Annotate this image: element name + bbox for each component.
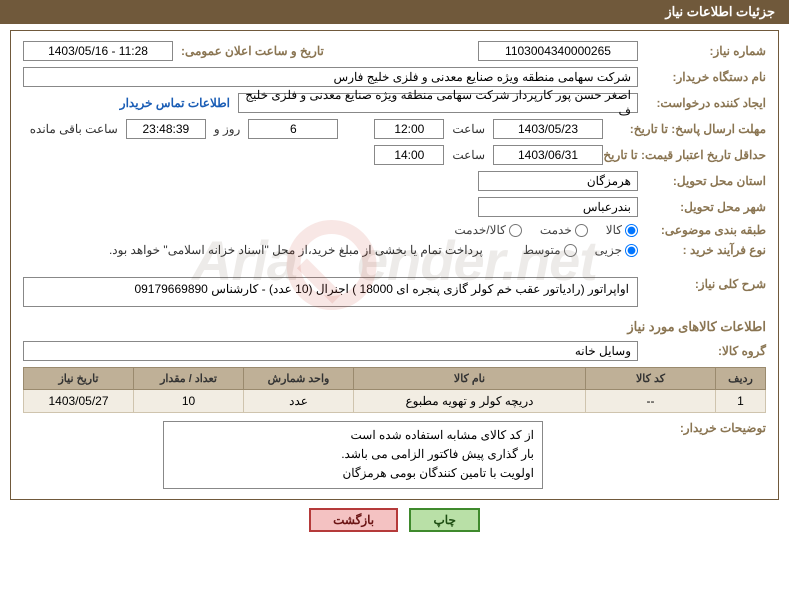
desc-field: اواپراتور (رادیاتور عقب خم کولر گازی پنج… [23, 277, 638, 307]
items-section-title: اطلاعات كالاهای مورد نیاز [23, 319, 766, 335]
row-group: گروه کالا: وسایل خانه [23, 341, 766, 361]
main-panel: Ariaender.net شماره نیاز: 11030043400002… [10, 30, 779, 500]
page-header: جزئیات اطلاعات نیاز [0, 0, 789, 24]
validity-date-field: 1403/06/31 [493, 145, 603, 165]
row-deadline: مهلت ارسال پاسخ: تا تاریخ: 1403/05/23 سا… [23, 119, 766, 139]
radio-service[interactable] [575, 224, 588, 237]
radio-partial[interactable] [625, 244, 638, 257]
province-field: هرمزگان [478, 171, 638, 191]
row-desc: شرح کلی نیاز: اواپراتور (رادیاتور عقب خم… [23, 277, 766, 311]
category-radios: کالا خدمت کالا/خدمت [442, 223, 638, 237]
table-header-cell: تاریخ نیاز [24, 368, 134, 390]
category-label: طبقه بندی موضوعی: [646, 223, 766, 237]
table-row: 1--دریچه کولر و تهویه مطبوععدد101403/05/… [24, 390, 766, 413]
need-no-field: 1103004340000265 [478, 41, 638, 61]
announce-field: 1403/05/16 - 11:28 [23, 41, 173, 61]
purchase-type-radios: جزیی متوسط [511, 243, 638, 257]
announce-label: تاریخ و ساعت اعلان عمومی: [181, 44, 324, 58]
time-label-1: ساعت [452, 122, 485, 136]
row-buyer-org: نام دستگاه خریدار: شرکت سهامی منطقه ویژه… [23, 67, 766, 87]
time-label-2: ساعت [452, 148, 485, 162]
deadline-date-field: 1403/05/23 [493, 119, 603, 139]
validity-label: حداقل تاریخ اعتبار قیمت: تا تاریخ: [611, 148, 766, 162]
table-body: 1--دریچه کولر و تهویه مطبوععدد101403/05/… [24, 390, 766, 413]
buyer-org-field: شرکت سهامی منطقه ویژه صنایع معدنی و فلزی… [23, 67, 638, 87]
row-province: استان محل تحویل: هرمزگان [23, 171, 766, 191]
radio-both[interactable] [509, 224, 522, 237]
table-header-cell: واحد شمارش [244, 368, 354, 390]
requester-field: اصغر حسن پور کارپرداز شرکت سهامی منطقه و… [238, 93, 638, 113]
radio-goods-label: کالا [606, 223, 638, 237]
need-no-label: شماره نیاز: [646, 44, 766, 58]
table-header-cell: نام کالا [354, 368, 586, 390]
purchase-note: پرداخت تمام یا بخشی از مبلغ خرید،از محل … [109, 243, 483, 257]
deadline-label: مهلت ارسال پاسخ: تا تاریخ: [611, 122, 766, 136]
group-field: وسایل خانه [23, 341, 638, 361]
days-label: روز و [214, 122, 241, 136]
remain-label: ساعت باقی مانده [30, 122, 118, 136]
group-label: گروه کالا: [646, 344, 766, 358]
province-label: استان محل تحویل: [646, 174, 766, 188]
countdown-field: 23:48:39 [126, 119, 206, 139]
radio-medium-label: متوسط [523, 243, 577, 257]
table-cell: عدد [244, 390, 354, 413]
items-table: ردیفکد کالانام کالاواحد شمارشتعداد / مقد… [23, 367, 766, 413]
table-cell: 10 [134, 390, 244, 413]
row-requester: ایجاد کننده درخواست: اصغر حسن پور کارپرد… [23, 93, 766, 113]
radio-goods[interactable] [625, 224, 638, 237]
row-category: طبقه بندی موضوعی: کالا خدمت کالا/خدمت [23, 223, 766, 237]
radio-partial-label: جزیی [595, 243, 638, 257]
table-header-cell: کد کالا [586, 368, 716, 390]
days-count-field: 6 [248, 119, 338, 139]
table-header-row: ردیفکد کالانام کالاواحد شمارشتعداد / مقد… [24, 368, 766, 390]
row-buyer-notes: توضیحات خریدار: از کد کالای مشابه استفاد… [23, 421, 766, 489]
print-button[interactable]: چاپ [409, 508, 479, 532]
table-cell: -- [586, 390, 716, 413]
button-row: چاپ بازگشت [0, 508, 789, 532]
validity-time-field: 14:00 [374, 145, 444, 165]
row-validity: حداقل تاریخ اعتبار قیمت: تا تاریخ: 1403/… [23, 145, 766, 165]
requester-label: ایجاد کننده درخواست: [646, 96, 766, 110]
city-field: بندرعباس [478, 197, 638, 217]
purchase-type-label: نوع فرآیند خرید : [646, 243, 766, 257]
row-city: شهر محل تحویل: بندرعباس [23, 197, 766, 217]
desc-label: شرح کلی نیاز: [646, 277, 766, 291]
contact-link[interactable]: اطلاعات تماس خریدار [120, 96, 230, 110]
row-purchase-type: نوع فرآیند خرید : جزیی متوسط پرداخت تمام… [23, 243, 766, 257]
table-header-cell: تعداد / مقدار [134, 368, 244, 390]
table-cell: 1403/05/27 [24, 390, 134, 413]
buyer-notes-label: توضیحات خریدار: [646, 421, 766, 435]
deadline-time-field: 12:00 [374, 119, 444, 139]
radio-both-label: کالا/خدمت [454, 223, 521, 237]
buyer-notes-field: از کد کالای مشابه استفاده شده استبار گذا… [163, 421, 543, 489]
city-label: شهر محل تحویل: [646, 200, 766, 214]
table-header-cell: ردیف [716, 368, 766, 390]
table-cell: 1 [716, 390, 766, 413]
row-need-no: شماره نیاز: 1103004340000265 تاریخ و ساع… [23, 41, 766, 61]
page-title: جزئیات اطلاعات نیاز [665, 4, 775, 19]
table-cell: دریچه کولر و تهویه مطبوع [354, 390, 586, 413]
radio-medium[interactable] [564, 244, 577, 257]
radio-service-label: خدمت [540, 223, 588, 237]
back-button[interactable]: بازگشت [309, 508, 398, 532]
buyer-org-label: نام دستگاه خریدار: [646, 70, 766, 84]
